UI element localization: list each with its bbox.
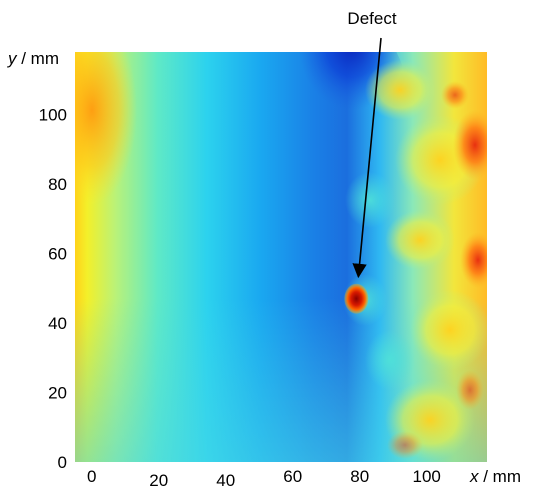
defect-spot — [344, 283, 369, 314]
y-tick-label: 80 — [48, 175, 67, 194]
y-tick-label: 40 — [48, 314, 67, 333]
defect-annotation-label: Defect — [347, 9, 396, 28]
x-tick-label: 100 — [413, 467, 441, 486]
x-tick-label: 20 — [149, 471, 168, 488]
y-tick-label: 100 — [39, 106, 67, 125]
x-axis-title: x / mm — [469, 467, 521, 486]
x-tick-label: 80 — [350, 467, 369, 486]
defect-annotation-arrow — [352, 37, 382, 279]
heatmap-image — [75, 52, 487, 462]
y-axis-title: y / mm — [7, 49, 59, 68]
y-tick-label: 0 — [58, 453, 67, 472]
x-tick-label: 0 — [87, 467, 96, 486]
y-tick-label: 60 — [48, 245, 67, 264]
x-tick-label: 60 — [283, 467, 302, 486]
x-tick-label: 40 — [216, 471, 235, 488]
chart-marks: 0 20 40 60 80 100 0 20 40 60 80 100 y / mm x / mm Defe… — [7, 9, 521, 490]
y-tick-label: 20 — [48, 384, 67, 403]
